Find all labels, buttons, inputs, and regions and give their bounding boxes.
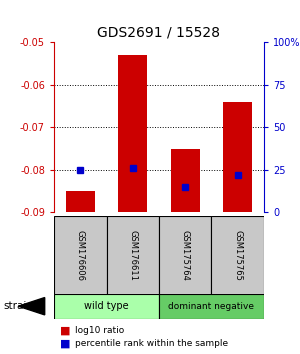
Text: GSM175764: GSM175764 — [181, 230, 190, 281]
Polygon shape — [18, 297, 45, 315]
Bar — [118, 55, 147, 212]
Bar — [66, 191, 95, 212]
Bar — [159, 216, 211, 296]
Bar — [54, 294, 159, 319]
Text: dominant negative: dominant negative — [169, 302, 254, 311]
Bar — [171, 149, 200, 212]
Text: log10 ratio: log10 ratio — [75, 326, 124, 336]
Title: GDS2691 / 15528: GDS2691 / 15528 — [98, 26, 220, 40]
Text: GSM176611: GSM176611 — [128, 230, 137, 281]
Bar — [106, 216, 159, 296]
Bar — [159, 294, 264, 319]
Text: ■: ■ — [60, 326, 70, 336]
Text: GSM176606: GSM176606 — [76, 230, 85, 281]
Text: ■: ■ — [60, 338, 70, 348]
Text: percentile rank within the sample: percentile rank within the sample — [75, 339, 228, 348]
Bar — [54, 216, 106, 296]
Text: strain: strain — [3, 301, 33, 311]
Bar — [223, 102, 252, 212]
Text: GSM175765: GSM175765 — [233, 230, 242, 281]
Text: wild type: wild type — [84, 301, 129, 311]
Bar — [212, 216, 264, 296]
